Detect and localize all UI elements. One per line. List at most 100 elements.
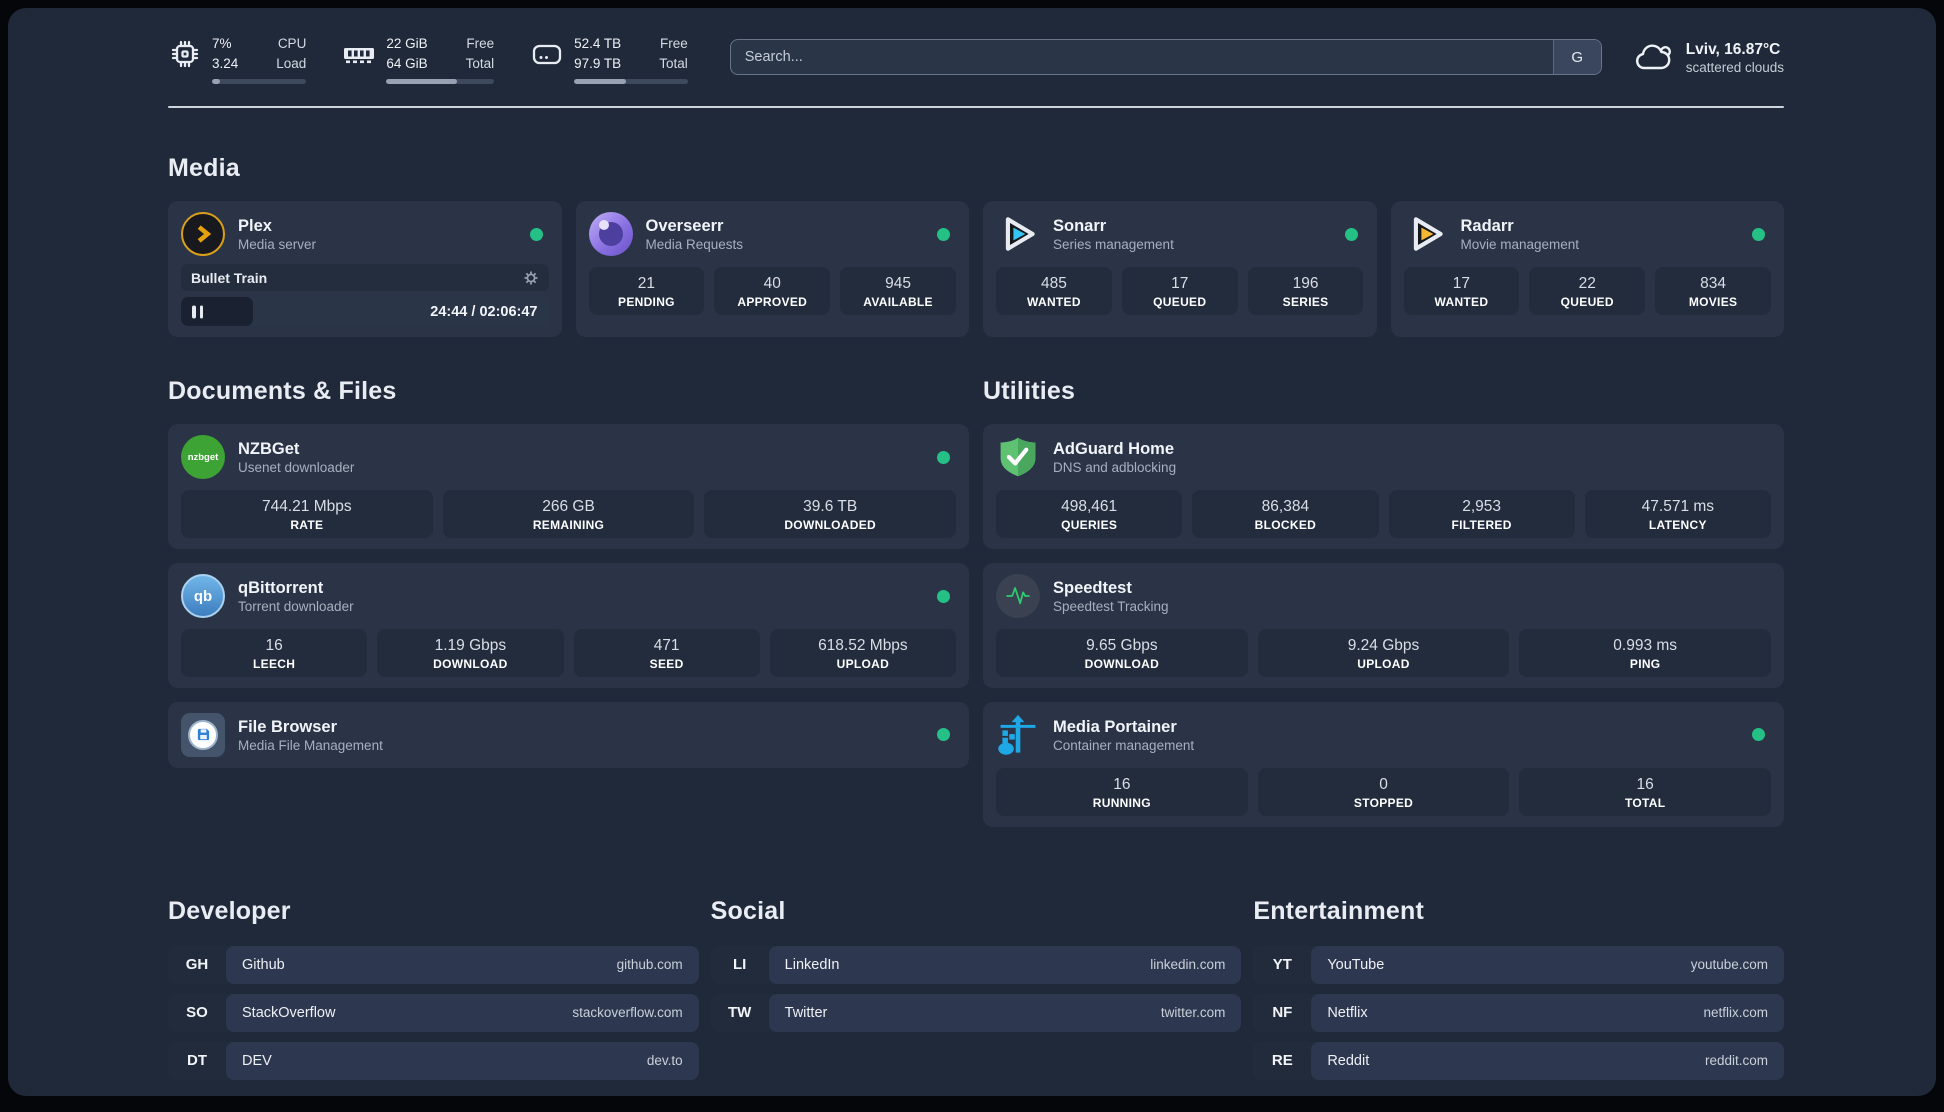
app-subtitle: DNS and adblocking (1053, 460, 1177, 476)
stat-queries: 498,461 QUERIES (996, 490, 1183, 539)
stat-running: 16 RUNNING (996, 767, 1248, 816)
bookmark-youtube[interactable]: YT YouTube youtube.com (1253, 945, 1784, 984)
stat-queued: 17 QUEUED (1121, 267, 1238, 316)
cpu-label: CPU (277, 36, 307, 51)
section-title-developer: Developer (168, 896, 291, 925)
bookmark-stackoverflow[interactable]: SO StackOverflow stackoverflow.com (168, 993, 699, 1032)
bookmark-twitter[interactable]: TW Twitter twitter.com (710, 993, 1242, 1032)
stat-downloaded: 39.6 TB DOWNLOADED (704, 490, 957, 539)
file-browser-icon (181, 712, 225, 757)
bookmark-name: YouTube (1327, 956, 1385, 973)
status-dot (529, 227, 543, 241)
bookmark-url: stackoverflow.com (572, 1005, 683, 1021)
app-card-qbittorrent[interactable]: qb qBittorrent Torrent downloader 16 LEE… (168, 563, 969, 688)
app-card-adguard-home[interactable]: AdGuard Home DNS and adblocking 498,461 … (983, 424, 1784, 550)
bookmark-abbr: SO (186, 1004, 208, 1022)
bookmark-netflix[interactable]: NF Netflix netflix.com (1253, 993, 1784, 1032)
cpu-usage-value: 7% (212, 36, 232, 51)
bookmark-name: LinkedIn (784, 956, 840, 973)
stat-download: 9.65 Gbps DOWNLOAD (996, 629, 1248, 677)
section-utilities: Utilities AdGuard Home DNS and adblockin… (983, 377, 1784, 841)
app-card-speedtest[interactable]: Speedtest Speedtest Tracking 9.65 Gbps D… (983, 563, 1784, 688)
bookmark-linkedin[interactable]: LI LinkedIn linkedin.com (710, 945, 1242, 984)
bookmark-url: youtube.com (1690, 957, 1768, 973)
stat-approved: 40 APPROVED (714, 267, 831, 316)
bookmark-group-entertainment: Entertainment YT YouTube youtube.com NF … (1253, 897, 1784, 1090)
app-card-nzbget[interactable]: nzbget NZBGet Usenet downloader 744.21 M… (168, 424, 969, 550)
storage-free-label: Free (659, 36, 688, 51)
app-name: Sonarr (1053, 216, 1107, 235)
app-card-file-browser[interactable]: File Browser Media File Management (168, 701, 969, 768)
search-input[interactable] (730, 40, 1553, 75)
header-divider (168, 106, 1784, 109)
bookmark-dev[interactable]: DT DEV dev.to (168, 1041, 699, 1080)
speedtest-icon (996, 574, 1040, 619)
cpu-icon (171, 40, 199, 67)
bookmark-github[interactable]: GH Github github.com (168, 945, 699, 984)
weather-location: Lviv, 16.87°C (1685, 40, 1781, 58)
bookmark-url: netflix.com (1703, 1005, 1768, 1021)
app-card-radarr[interactable]: Radarr Movie management 17 WANTED 22 QUE… (1390, 201, 1784, 338)
sonarr-icon (996, 212, 1040, 256)
app-name: Overseerr (645, 216, 724, 235)
bookmark-url: reddit.com (1704, 1053, 1768, 1069)
memory-free-label: Free (466, 36, 495, 51)
bookmark-name: Reddit (1327, 1052, 1370, 1069)
app-subtitle: Media server (238, 237, 317, 253)
app-card-sonarr[interactable]: Sonarr Series management 485 WANTED 17 Q… (983, 201, 1377, 338)
app-name: Media Portainer (1053, 717, 1177, 736)
section-title-entertainment: Entertainment (1253, 896, 1425, 925)
bookmark-abbr: NF (1272, 1004, 1293, 1022)
stat-ping: 0.993 ms PING (1519, 629, 1772, 677)
load-label: Load (276, 55, 307, 71)
bookmark-reddit[interactable]: RE Reddit reddit.com (1253, 1041, 1784, 1080)
bookmark-url: dev.to (646, 1053, 683, 1069)
storage-total-label: Total (659, 55, 688, 71)
app-subtitle: Series management (1053, 237, 1174, 253)
weather-condition: scattered clouds (1685, 60, 1784, 76)
settings-gear-icon[interactable] (523, 270, 539, 286)
stat-seed: 471 SEED (573, 629, 760, 677)
adguard-icon (996, 435, 1040, 479)
top-bar: 7% 3.24 CPU Load (168, 34, 1784, 85)
app-card-plex[interactable]: Plex Media server Bullet Train 24:44 / 0 (168, 201, 562, 338)
search-provider-button[interactable]: G (1552, 40, 1601, 75)
bookmark-abbr: GH (185, 956, 209, 974)
section-media: Media Plex Media server (168, 154, 1784, 338)
status-dot (937, 450, 950, 464)
storage-free-value: 52.4 TB (574, 36, 622, 51)
bookmark-group-developer: Developer GH Github github.com SO StackO… (168, 897, 699, 1090)
app-card-overseerr[interactable]: Overseerr Media Requests 21 PENDING 40 A… (575, 201, 969, 338)
dashboard-page: 7% 3.24 CPU Load (8, 8, 1936, 1096)
status-dot (937, 227, 950, 241)
app-subtitle: Media Requests (645, 237, 744, 253)
section-title-utilities: Utilities (983, 377, 1076, 406)
status-dot (937, 728, 950, 742)
bookmark-group-social: Social LI LinkedIn linkedin.com TW Twitt… (710, 897, 1242, 1090)
stat-rate: 744.21 Mbps RATE (181, 490, 433, 539)
app-name: Speedtest (1053, 578, 1132, 597)
app-name: Plex (238, 216, 272, 235)
app-card-media-portainer[interactable]: Media Portainer Container management 16 … (983, 701, 1784, 827)
overseerr-icon (588, 212, 633, 257)
stat-blocked: 86,384 BLOCKED (1192, 490, 1379, 539)
memory-free-value: 22 GiB (386, 36, 428, 51)
bookmark-name: Github (242, 956, 285, 973)
bookmark-url: twitter.com (1160, 1005, 1226, 1021)
ram-icon (344, 47, 375, 63)
stat-upload: 9.24 Gbps UPLOAD (1257, 629, 1510, 677)
stat-wanted: 485 WANTED (996, 267, 1112, 316)
app-subtitle: Speedtest Tracking (1053, 599, 1169, 615)
playback-progress-bar: 24:44 / 02:06:47 (181, 297, 549, 327)
stat-filtered: 2,953 FILTERED (1388, 490, 1575, 539)
status-dot (1752, 728, 1765, 742)
bookmark-url: github.com (616, 957, 683, 973)
storage-total-value: 97.9 TB (574, 55, 622, 71)
qbittorrent-icon: qb (181, 574, 225, 619)
stat-download: 1.19 Gbps DOWNLOAD (377, 629, 564, 677)
stat-total: 16 TOTAL (1519, 767, 1772, 816)
status-dot (1344, 227, 1358, 241)
bookmark-name: Netflix (1327, 1004, 1368, 1021)
cpu-progress-bar (212, 79, 307, 85)
playback-time: 24:44 / 02:06:47 (430, 303, 538, 320)
